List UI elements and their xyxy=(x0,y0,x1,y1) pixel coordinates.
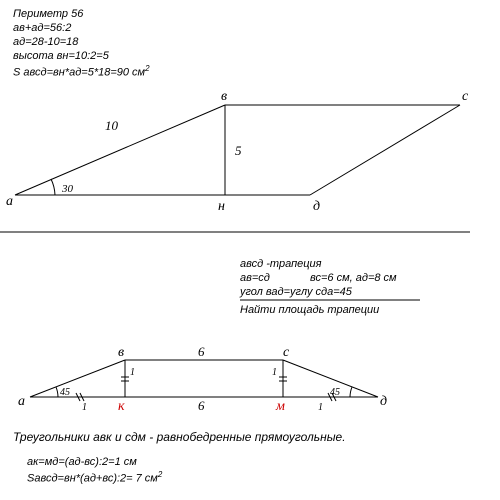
label-b2: в xyxy=(118,345,124,360)
label-c2: с xyxy=(283,345,290,360)
dim-bh: 5 xyxy=(235,143,242,158)
dim-a45-right: 45 xyxy=(330,387,340,398)
label-a1: а xyxy=(6,194,13,209)
angle-arc-30 xyxy=(51,179,55,195)
label-c1: с xyxy=(462,89,469,104)
dim-md: 1 xyxy=(318,402,323,413)
trapezoid-figure xyxy=(30,360,378,401)
dim-bk: 1 xyxy=(130,367,135,378)
dim-a45-left: 45 xyxy=(60,387,70,398)
diagram-svg: а в с д н 10 5 30 а в с д к м 6 6 45 45 xyxy=(0,0,500,500)
label-d1: д xyxy=(313,199,320,214)
label-h1: н xyxy=(218,199,225,214)
label-b1: в xyxy=(221,89,227,104)
label-d2: д xyxy=(380,394,387,409)
dim-bc6: 6 xyxy=(198,344,205,359)
dim-angle30: 30 xyxy=(61,183,74,195)
dim-ab: 10 xyxy=(105,118,119,133)
label-m: м xyxy=(275,399,285,414)
dim-ak: 1 xyxy=(82,402,87,413)
dim-cm: 1 xyxy=(272,367,277,378)
label-a2: а xyxy=(18,394,25,409)
dim-km6: 6 xyxy=(198,398,205,413)
label-k: к xyxy=(118,399,125,414)
